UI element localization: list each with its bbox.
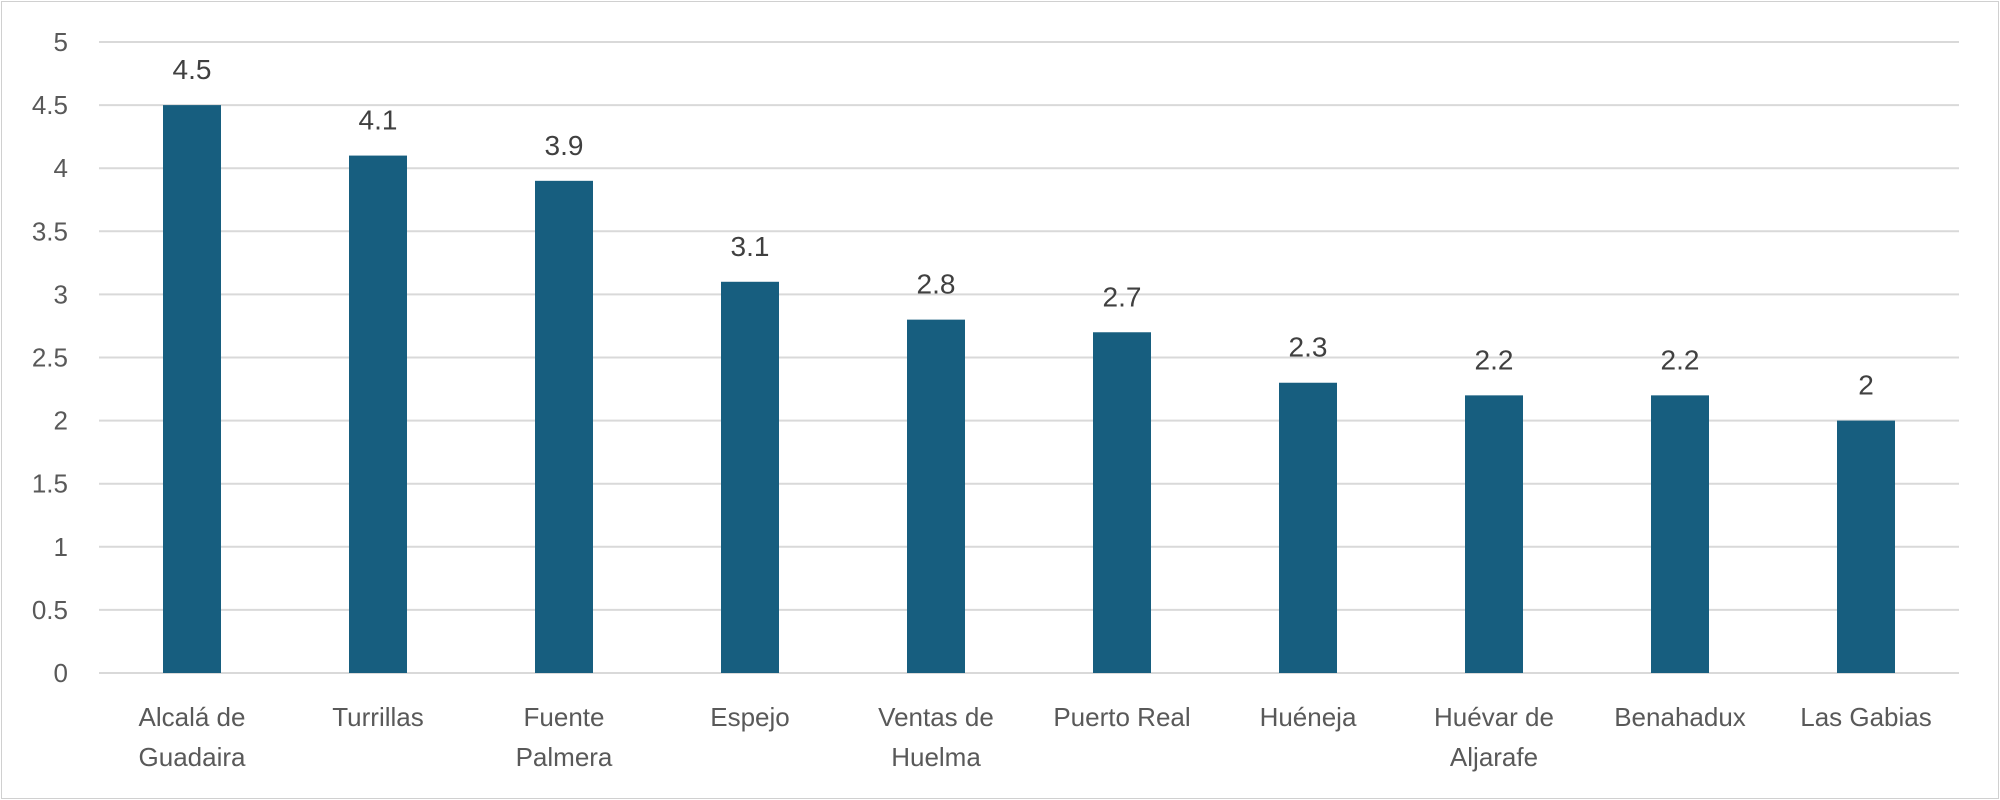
data-labels: 4.5 4.1 3.9 3.1 2.8 2.7 2.3 2.2 2.2 2	[173, 54, 1874, 401]
category-label-line: Puerto Real	[1053, 702, 1190, 732]
data-label: 2.3	[1289, 332, 1328, 363]
y-tick-label: 1.5	[32, 469, 68, 499]
category-label-line: Ventas de	[878, 702, 994, 732]
y-tick-label: 0.5	[32, 595, 68, 625]
category-label-line: Alcalá de	[139, 702, 246, 732]
category-label: Ventas de Huelma	[878, 702, 994, 772]
category-label: Turrillas	[332, 702, 423, 732]
bar	[163, 105, 221, 674]
category-label-line: Guadaira	[139, 742, 246, 772]
y-tick-label: 2.5	[32, 343, 68, 373]
category-label-line: Turrillas	[332, 702, 423, 732]
y-tick-label: 0	[54, 658, 68, 688]
category-label: Fuente Palmera	[516, 702, 613, 772]
y-tick-label: 3	[54, 279, 68, 309]
category-label: Puerto Real	[1053, 702, 1190, 732]
category-label-line: Espejo	[710, 702, 790, 732]
category-label-line: Palmera	[516, 742, 613, 772]
data-label: 2.2	[1661, 344, 1700, 375]
category-label-line: Las Gabias	[1800, 702, 1932, 732]
x-axis-category-labels: Alcalá de Guadaira Turrillas Fuente Palmera E…	[139, 702, 1932, 772]
data-label: 2	[1858, 370, 1874, 401]
bar	[1837, 420, 1895, 673]
y-tick-label: 2	[54, 406, 68, 436]
category-label-line: Huévar de	[1434, 702, 1554, 732]
gridlines	[99, 41, 1959, 674]
category-label: Benahadux	[1614, 702, 1746, 732]
data-label: 4.1	[359, 105, 398, 136]
bar	[349, 155, 407, 673]
category-label: Las Gabias	[1800, 702, 1932, 732]
bars	[163, 105, 1895, 674]
category-label-line: Aljarafe	[1450, 742, 1538, 772]
bar	[1279, 382, 1337, 673]
category-label-line: Fuente	[524, 702, 605, 732]
category-label-line: Huéneja	[1260, 702, 1357, 732]
y-tick-label: 4	[54, 153, 68, 183]
bar	[1465, 395, 1523, 673]
data-label: 3.1	[731, 231, 770, 262]
bar	[1651, 395, 1709, 673]
data-label: 2.8	[917, 269, 956, 300]
y-tick-label: 1	[54, 532, 68, 562]
category-label: Alcalá de Guadaira	[139, 702, 246, 772]
y-tick-label: 3.5	[32, 216, 68, 246]
y-tick-label: 5	[54, 27, 68, 57]
bar	[1093, 332, 1151, 673]
bar	[721, 281, 779, 673]
bar	[535, 180, 593, 673]
category-label-line: Huelma	[891, 742, 981, 772]
y-axis-tick-labels: 0 0.5 1 1.5 2 2.5 3 3.5 4 4.5 5	[32, 27, 68, 688]
data-label: 2.7	[1103, 281, 1142, 312]
bar	[907, 319, 965, 673]
category-label-line: Benahadux	[1614, 702, 1746, 732]
y-tick-label: 4.5	[32, 90, 68, 120]
data-label: 4.5	[173, 54, 212, 85]
category-label: Espejo	[710, 702, 790, 732]
category-label: Huévar de Aljarafe	[1434, 702, 1554, 772]
data-label: 2.2	[1475, 344, 1514, 375]
data-label: 3.9	[545, 130, 584, 161]
category-label: Huéneja	[1260, 702, 1357, 732]
